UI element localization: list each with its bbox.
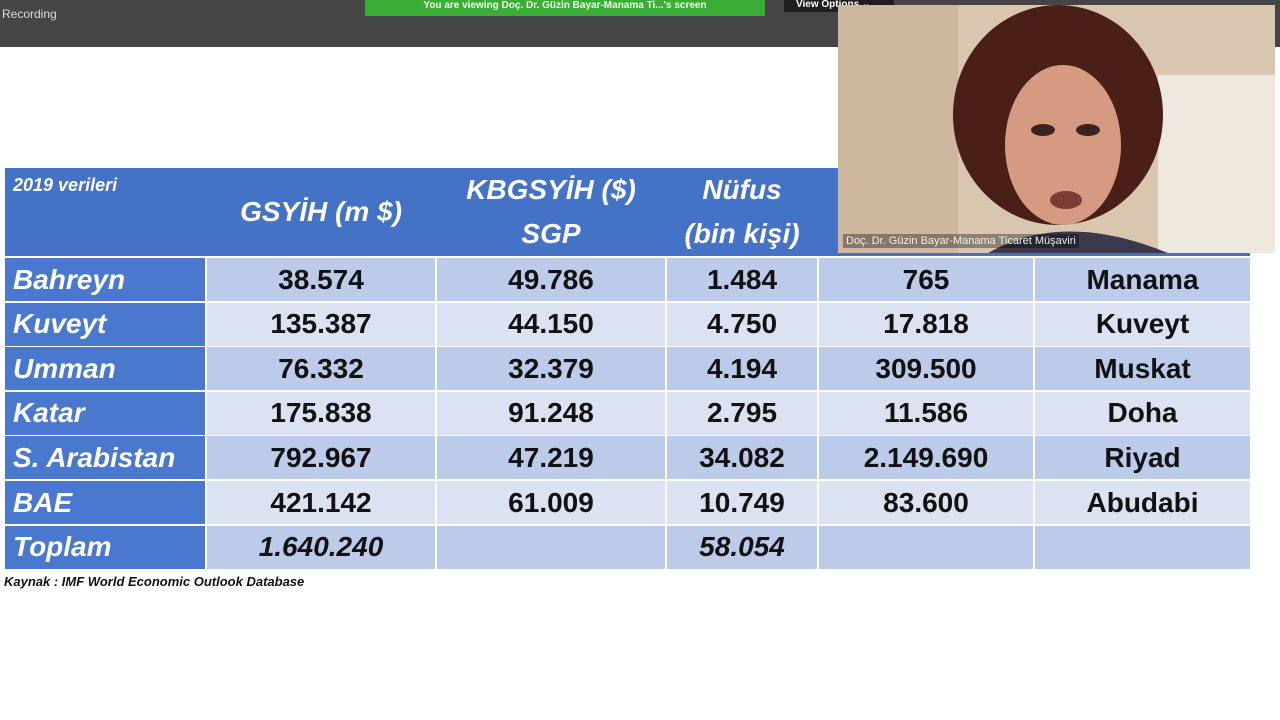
table-cell: 765 — [819, 258, 1033, 302]
cell-value: 17.818 — [883, 308, 969, 340]
header-cell: Nüfus (bin kişi) — [667, 168, 817, 256]
table-cell: 76.332 — [207, 347, 435, 391]
table-cell: 49.786 — [437, 258, 665, 302]
row-label: Kuveyt — [5, 302, 205, 346]
cell-value: 10.749 — [699, 486, 785, 518]
cell-value: 175.838 — [270, 397, 372, 429]
cell-value: Riyad — [1104, 441, 1181, 473]
cell-value: 61.009 — [508, 486, 594, 518]
viewing-banner: You are viewing Doç. Dr. Güzin Bayar-Man… — [365, 0, 765, 16]
table-cell: 4.194 — [667, 347, 817, 391]
cell-value: 32.379 — [508, 352, 594, 384]
table-cell: 10.749 — [667, 481, 817, 525]
table-cell: 4.750 — [667, 302, 817, 346]
header-text: 2019 verileri — [13, 175, 118, 195]
table-cell: 34.082 — [667, 436, 817, 480]
video-caption: Doç. Dr. Güzin Bayar-Manama Ticaret Müşa… — [843, 234, 1079, 248]
participant-video — [838, 5, 1275, 253]
country-name: S. Arabistan — [13, 441, 176, 473]
header-text: Nüfus — [702, 174, 782, 205]
row-label: BAE — [5, 481, 205, 525]
table-cell: Muskat — [1035, 347, 1250, 391]
row-label: S. Arabistan — [5, 436, 205, 480]
cell-value: Doha — [1107, 397, 1178, 429]
cell-value: Muskat — [1094, 352, 1191, 384]
table-cell — [1035, 525, 1250, 569]
row-label: Toplam — [5, 525, 205, 569]
table-cell: 1.484 — [667, 258, 817, 302]
table-cell: Kuveyt — [1035, 302, 1250, 346]
country-name: Bahreyn — [13, 263, 126, 295]
cell-value: 792.967 — [270, 441, 372, 473]
row-label: Umman — [5, 347, 205, 391]
source-note: Kaynak : IMF World Economic Outlook Data… — [4, 574, 305, 589]
total-value: 58.054 — [699, 531, 785, 563]
cell-value: 34.082 — [699, 441, 785, 473]
table-cell: 32.379 — [437, 347, 665, 391]
cell-value: 135.387 — [270, 308, 372, 340]
cell-value: Manama — [1086, 263, 1199, 295]
cell-value: 309.500 — [875, 352, 977, 384]
cell-value: Abudabi — [1086, 486, 1199, 518]
cell-value: 1.484 — [706, 263, 778, 295]
country-name: Kuveyt — [13, 308, 107, 340]
table-cell: 11.586 — [819, 391, 1033, 435]
table-cell: 47.219 — [437, 436, 665, 480]
cell-value: 4.194 — [706, 352, 778, 384]
cell-value: Kuveyt — [1095, 308, 1190, 340]
table-cell: 38.574 — [207, 258, 435, 302]
cell-value: 4.750 — [706, 308, 778, 340]
cell-value: 83.600 — [883, 486, 969, 518]
table-cell — [819, 525, 1033, 569]
recording-label: Recording — [2, 7, 57, 21]
cell-value: 421.142 — [270, 486, 372, 518]
table-cell: 17.818 — [819, 302, 1033, 346]
total-label: Toplam — [13, 531, 112, 563]
cell-value: 11.586 — [883, 397, 969, 429]
header-text: KBGSYİH ($) — [466, 174, 636, 205]
header-cell: GSYİH (m $) — [207, 168, 435, 256]
header-text: GSYİH (m $) — [240, 196, 402, 227]
row-label: Katar — [5, 391, 205, 435]
table-cell: 61.009 — [437, 481, 665, 525]
table-cell: 2.795 — [667, 391, 817, 435]
table-cell: Doha — [1035, 391, 1250, 435]
table-cell: 83.600 — [819, 481, 1033, 525]
cell-value: 2.149.690 — [863, 441, 989, 473]
table-cell: Manama — [1035, 258, 1250, 302]
table-cell: 175.838 — [207, 391, 435, 435]
cell-value: 49.786 — [508, 263, 594, 295]
header-text: SGP — [521, 218, 581, 249]
table-cell: 309.500 — [819, 347, 1033, 391]
table-cell — [437, 525, 665, 569]
cell-value: 76.332 — [278, 352, 364, 384]
cell-value: 38.574 — [278, 263, 364, 295]
table-cell: 44.150 — [437, 302, 665, 346]
cell-value: 765 — [902, 263, 950, 295]
cell-value: 2.795 — [706, 397, 778, 429]
table-cell: Abudabi — [1035, 481, 1250, 525]
country-name: BAE — [13, 486, 73, 518]
country-name: Umman — [13, 352, 116, 384]
table-cell: 2.149.690 — [819, 436, 1033, 480]
row-label: Bahreyn — [5, 258, 205, 302]
table-cell: 421.142 — [207, 481, 435, 525]
country-name: Katar — [13, 397, 85, 429]
header-text: (bin kişi) — [684, 218, 800, 249]
table-cell: 58.054 — [667, 525, 817, 569]
table-cell: 135.387 — [207, 302, 435, 346]
cell-value: 44.150 — [508, 308, 594, 340]
table-cell: Riyad — [1035, 436, 1250, 480]
table-cell: 91.248 — [437, 391, 665, 435]
cell-value: 91.248 — [508, 397, 594, 429]
table-cell: 1.640.240 — [207, 525, 435, 569]
video-tile — [838, 5, 1275, 253]
header-cell: KBGSYİH ($) SGP — [437, 168, 665, 256]
header-cell: 2019 verileri — [5, 168, 205, 256]
total-value: 1.640.240 — [258, 531, 384, 563]
cell-value: 47.219 — [508, 441, 594, 473]
table-cell: 792.967 — [207, 436, 435, 480]
